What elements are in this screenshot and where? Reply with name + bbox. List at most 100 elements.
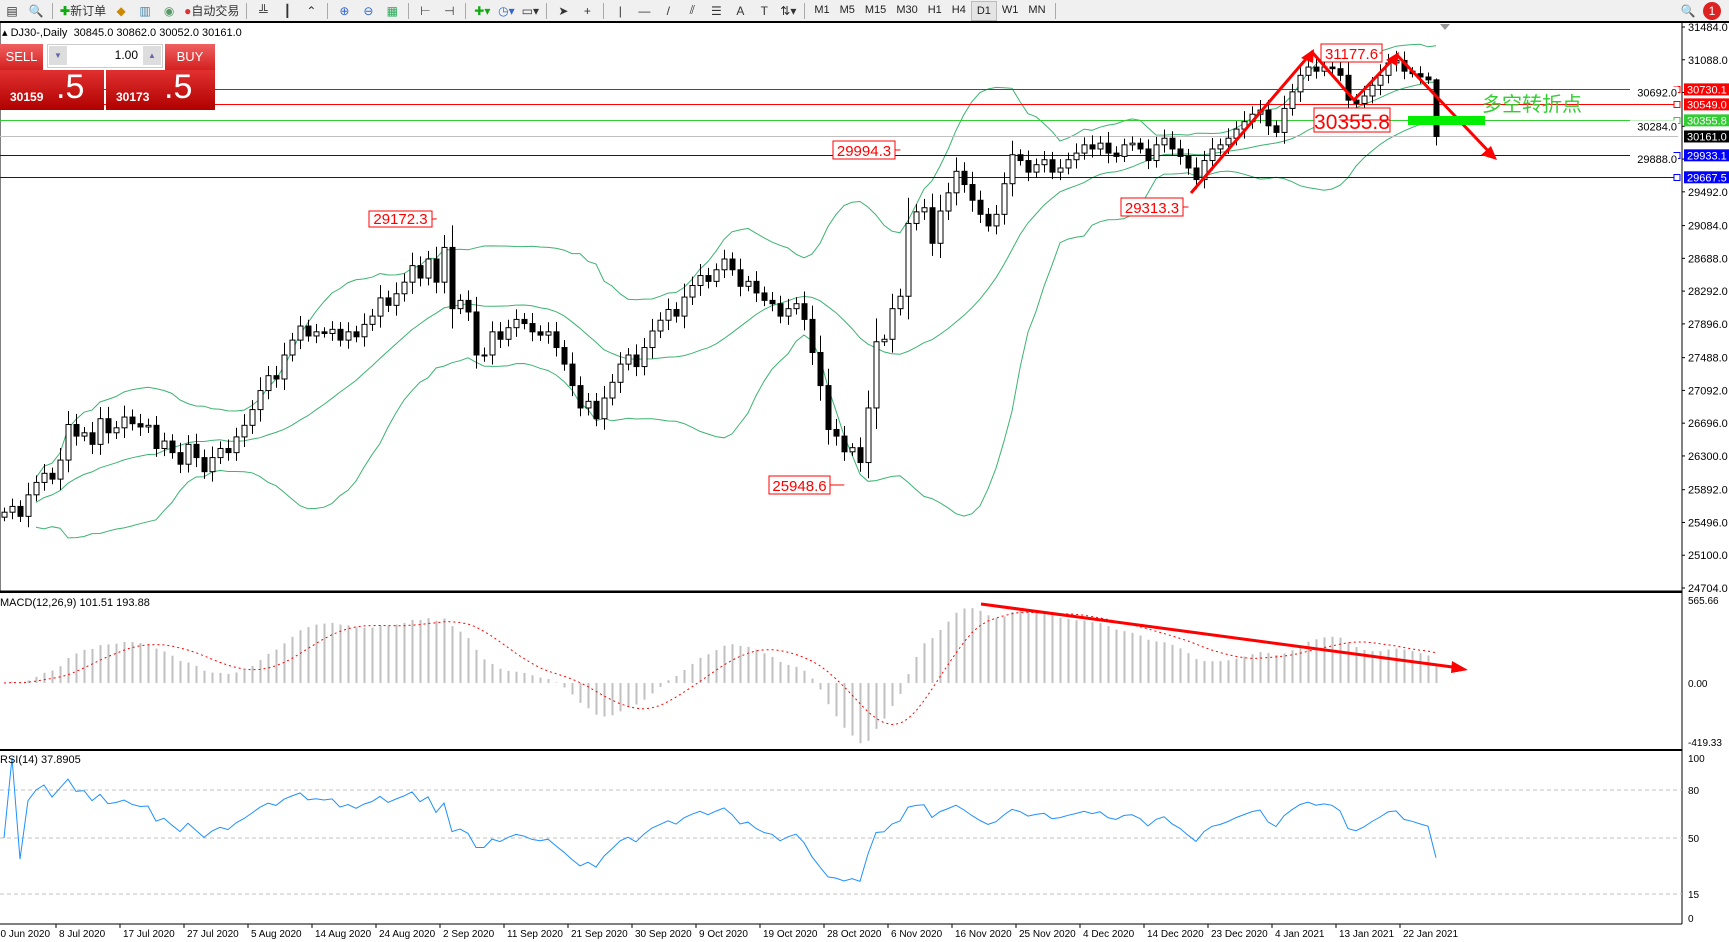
- lot-size-input[interactable]: ▼ 1.00 ▲: [47, 44, 163, 68]
- auto-trading-label: 自动交易: [191, 4, 240, 18]
- collapse-icon: ▴: [2, 27, 11, 39]
- buy-button[interactable]: BUY: [165, 44, 215, 70]
- equidistant-channel-icon[interactable]: ⫽: [689, 3, 696, 17]
- candle: [49, 467, 56, 485]
- notification-badge[interactable]: 1: [1703, 1, 1721, 20]
- cursor-icon[interactable]: ➤: [558, 3, 569, 18]
- crosshair-icon[interactable]: +: [583, 3, 591, 18]
- candle: [57, 447, 64, 491]
- vertical-line-icon[interactable]: |: [618, 3, 622, 18]
- candle: [825, 368, 832, 445]
- timeframe-d1[interactable]: D1: [970, 0, 997, 21]
- price-axis-label: 26696.0: [1688, 418, 1728, 430]
- timeframe-m30[interactable]: M30: [896, 3, 918, 16]
- server-icon[interactable]: ▥: [139, 3, 151, 18]
- candle: [457, 294, 464, 315]
- auto-scroll-icon[interactable]: ⊢: [420, 3, 431, 18]
- bull-candle-body: [9, 505, 16, 513]
- bull-candle-body: [217, 447, 224, 459]
- sell-price-box[interactable]: 30159 .5: [0, 68, 104, 110]
- arrows-icon[interactable]: ⇅▾: [780, 3, 797, 18]
- new-chart-icon[interactable]: ▤: [6, 3, 18, 18]
- bear-candle-body: [961, 170, 968, 186]
- candle: [1313, 58, 1320, 79]
- candle: [561, 340, 568, 371]
- candle: [537, 325, 544, 342]
- candle: [433, 246, 440, 294]
- horizontal-line-icon[interactable]: —: [638, 3, 651, 18]
- signals-icon[interactable]: ◉: [163, 3, 175, 18]
- candle: [657, 312, 664, 339]
- fibonacci-icon[interactable]: ☰: [710, 3, 722, 18]
- search-icon[interactable]: 🔍: [1680, 3, 1696, 18]
- line-chart-icon[interactable]: ⌃: [306, 3, 317, 18]
- sell-button[interactable]: SELL: [0, 44, 43, 70]
- candlestick-icon[interactable]: ┃: [283, 3, 291, 18]
- price-annotation: 29313.3: [1120, 197, 1189, 217]
- candle: [1017, 149, 1024, 166]
- indicators-icon[interactable]: ✚▾: [474, 3, 491, 18]
- bear-candle-body: [225, 447, 232, 454]
- timeframe-m15[interactable]: M15: [864, 3, 887, 16]
- separator: [1054, 2, 1056, 19]
- separator: [546, 2, 548, 19]
- text-label-icon[interactable]: T: [760, 3, 769, 18]
- candle: [1089, 135, 1096, 158]
- bear-candle-body: [553, 331, 560, 349]
- auto-trading-button[interactable]: ● 自动交易: [184, 2, 239, 20]
- rsi-axis-label: 0: [1688, 914, 1694, 925]
- bar-chart-icon[interactable]: ╩: [259, 3, 268, 18]
- buy-price-box[interactable]: 30173 .5: [106, 68, 215, 110]
- timeframe-m5[interactable]: M5: [839, 3, 855, 16]
- bull-candle-body: [897, 295, 904, 310]
- zoom-in-icon[interactable]: ⊕: [339, 3, 350, 18]
- tile-windows-icon[interactable]: ▦: [386, 3, 399, 18]
- zoom-out-icon[interactable]: ⊖: [363, 3, 374, 18]
- macd-axis-label: -419.33: [1688, 738, 1722, 749]
- candle: [1145, 139, 1152, 170]
- zoom-icon[interactable]: 🔍: [28, 3, 44, 18]
- decrease-lot-icon[interactable]: ▼: [49, 46, 67, 65]
- bull-candle-body: [289, 339, 296, 356]
- bear-candle-body: [521, 318, 528, 325]
- timeframe-mn[interactable]: MN: [1028, 3, 1046, 16]
- bull-candle-body: [1009, 154, 1016, 185]
- price-tag-label: 30161.0: [1687, 131, 1727, 143]
- candle: [817, 335, 824, 401]
- candle: [1265, 99, 1272, 135]
- arrow-head-icon: [1301, 49, 1314, 63]
- buy-price-fraction: .5: [164, 68, 193, 106]
- bull-candle-body: [889, 308, 896, 340]
- timeframe-m1[interactable]: M1: [814, 3, 830, 16]
- periods-icon[interactable]: ◷▾: [498, 3, 515, 18]
- timeframe-h1[interactable]: H1: [927, 3, 942, 16]
- chart-shift-icon[interactable]: ⊣: [444, 3, 455, 18]
- bull-candle-body: [745, 280, 752, 287]
- bear-candle-body: [1329, 66, 1336, 70]
- price-tag-label: 29933.1: [1687, 150, 1727, 162]
- trendline-icon[interactable]: /: [666, 3, 671, 18]
- rsi-axis-label: 80: [1688, 786, 1700, 797]
- bull-candle-body: [249, 409, 256, 426]
- bear-candle-body: [1185, 155, 1192, 169]
- bull-candle-body: [945, 192, 952, 212]
- bear-candle-body: [473, 311, 480, 356]
- templates-icon[interactable]: ▭▾: [521, 3, 540, 18]
- price-axis-label: 27896.0: [1688, 319, 1728, 331]
- increase-lot-icon[interactable]: ▲: [143, 46, 161, 65]
- new-order-button[interactable]: ✚ 新订单: [60, 2, 106, 20]
- candle: [1297, 64, 1304, 102]
- bear-candle-body: [465, 299, 472, 313]
- history-icon[interactable]: ◆: [116, 3, 126, 18]
- text-icon[interactable]: A: [736, 3, 745, 18]
- timeframe-h4[interactable]: H4: [951, 3, 966, 16]
- bear-candle-body: [1105, 142, 1112, 154]
- candle: [97, 406, 104, 455]
- bear-candle-body: [569, 363, 576, 387]
- time-axis-label: 17 Jul 2020: [123, 929, 175, 940]
- time-axis-label: 16 Nov 2020: [955, 929, 1012, 940]
- candle: [369, 308, 376, 331]
- candle: [1273, 120, 1280, 138]
- timeframe-w1[interactable]: W1: [1001, 3, 1019, 16]
